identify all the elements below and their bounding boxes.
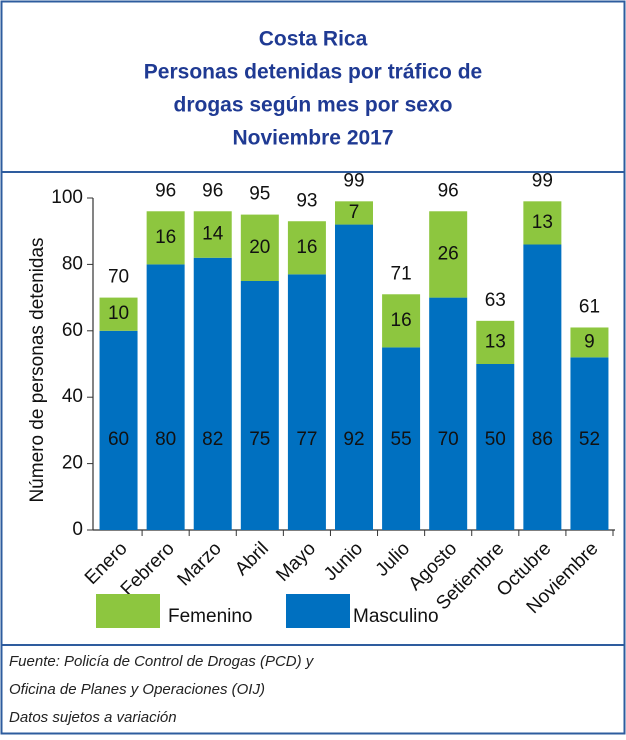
y-tick-label: 60: [62, 320, 83, 341]
data-label: 50: [485, 429, 506, 450]
x-tick-label: Marzo: [174, 538, 226, 590]
data-label: 77: [296, 429, 317, 450]
total-label: 99: [343, 170, 364, 191]
y-tick-label: 80: [62, 253, 83, 274]
data-label: 75: [249, 429, 270, 450]
bar-segment: [287, 221, 326, 275]
data-label: 86: [532, 429, 553, 450]
total-label: 93: [296, 190, 317, 211]
data-label: 16: [155, 227, 176, 248]
data-label: 82: [202, 429, 223, 450]
total-label: 96: [438, 180, 459, 201]
bar-segment: [382, 347, 421, 530]
bar-segment: [570, 357, 609, 530]
data-label: 16: [296, 237, 317, 258]
bar-segment: [240, 214, 279, 281]
bar-segment: [476, 364, 515, 530]
data-label: 14: [202, 224, 224, 245]
y-tick-label: 40: [62, 386, 83, 407]
y-tick-label: 100: [51, 187, 83, 208]
bar-segment: [429, 211, 468, 298]
data-label: 16: [391, 310, 412, 331]
data-label: 92: [343, 429, 364, 450]
data-label: 20: [249, 237, 270, 258]
bar-segment: [146, 264, 185, 530]
bar-segment: [335, 224, 373, 530]
total-label: 70: [108, 267, 129, 288]
data-label: 26: [438, 243, 459, 264]
footer-text: Datos sujetos a variación: [9, 709, 177, 726]
bar-segment: [570, 327, 609, 358]
data-label: 9: [584, 331, 595, 352]
y-tick-label: 0: [72, 519, 83, 540]
data-label: 7: [349, 202, 360, 223]
y-tick-label: 20: [62, 453, 83, 474]
data-label: 52: [579, 429, 600, 450]
total-label: 61: [579, 296, 600, 317]
bar-segment: [429, 297, 468, 530]
data-label: 55: [391, 429, 412, 450]
footer-text: Oficina de Planes y Operaciones (OIJ): [9, 681, 265, 698]
chart-title: drogas según mes por sexo: [174, 94, 453, 117]
bar-segment: [287, 274, 326, 530]
footer-text: Fuente: Policía de Control de Drogas (PC…: [9, 653, 315, 670]
data-label: 60: [108, 429, 129, 450]
legend-swatch: [96, 594, 160, 628]
bar-segment: [476, 320, 515, 364]
bar-segment: [523, 201, 562, 245]
bar-segment: [193, 257, 232, 530]
bar-segment: [193, 211, 232, 258]
bar-segment: [146, 211, 185, 265]
x-tick-label: Febrero: [117, 538, 179, 600]
legend-swatch: [286, 594, 350, 628]
chart-title: Personas detenidas por tráfico de: [144, 61, 482, 84]
legend-label: Femenino: [168, 606, 253, 627]
y-axis-label: Número de personas detenidas: [27, 237, 48, 502]
bar-segment: [382, 294, 421, 348]
total-label: 99: [532, 170, 553, 191]
bar-segment: [335, 201, 373, 225]
bar-segment: [523, 244, 562, 531]
chart-title: Costa Rica: [259, 28, 368, 51]
data-label: 13: [485, 331, 506, 352]
x-tick-label: Mayo: [272, 538, 320, 586]
bar-segment: [99, 297, 138, 331]
x-tick-label: Julio: [372, 538, 414, 580]
data-label: 80: [155, 429, 176, 450]
x-tick-label: Abril: [231, 538, 273, 580]
data-label: 10: [108, 303, 129, 324]
bar-segment: [99, 330, 138, 530]
data-label: 13: [532, 212, 553, 233]
legend-label: Masculino: [353, 606, 439, 627]
chart-title: Noviembre 2017: [232, 127, 393, 150]
total-label: 71: [391, 263, 412, 284]
total-label: 63: [485, 290, 506, 311]
bar-segment: [240, 281, 279, 530]
total-label: 96: [202, 180, 223, 201]
data-label: 70: [438, 429, 459, 450]
total-label: 95: [249, 184, 270, 205]
total-label: 96: [155, 180, 176, 201]
x-tick-label: Junio: [320, 538, 367, 585]
